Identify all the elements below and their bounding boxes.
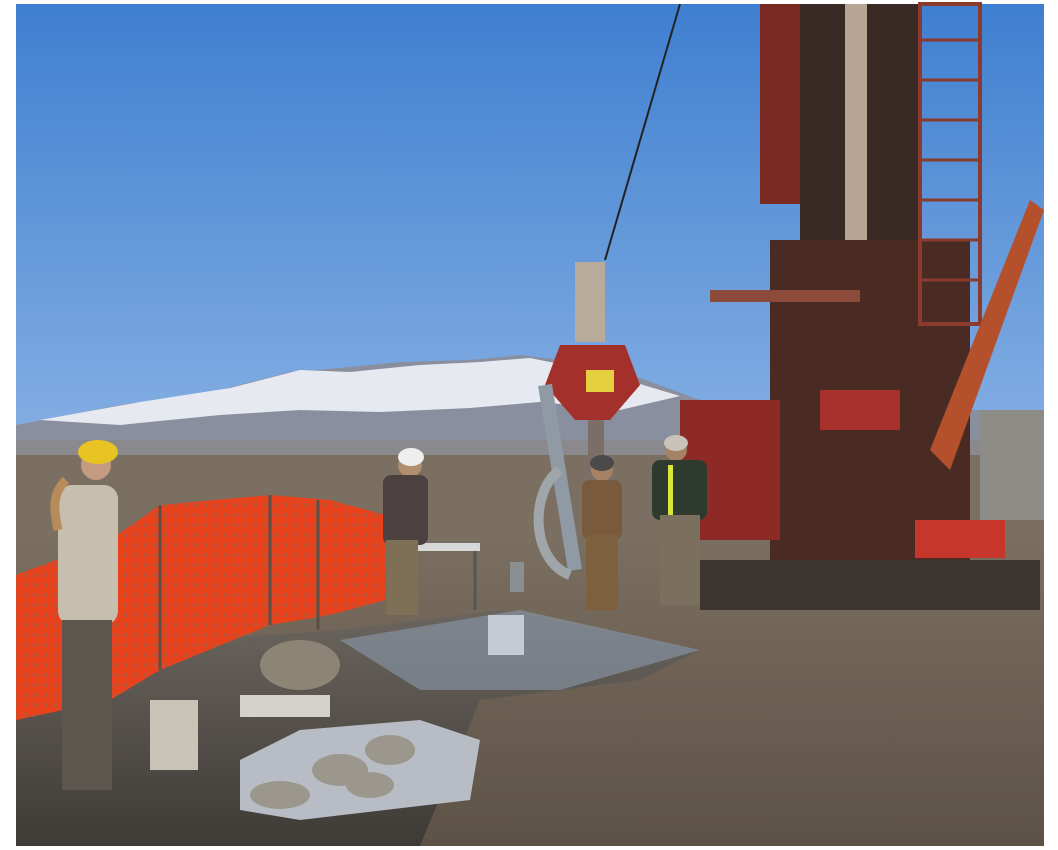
snow bbox=[40, 358, 680, 425]
work-table bbox=[390, 543, 524, 655]
bags bbox=[250, 735, 415, 809]
bucket bbox=[150, 700, 198, 770]
bag bbox=[240, 695, 330, 717]
person bbox=[50, 440, 118, 790]
drill-rig bbox=[680, 2, 1044, 610]
shrub bbox=[260, 640, 340, 690]
fence-posts bbox=[158, 495, 320, 670]
person bbox=[652, 435, 707, 605]
person bbox=[383, 448, 428, 615]
person bbox=[582, 455, 622, 610]
workers bbox=[50, 435, 707, 790]
scene bbox=[16, 2, 1044, 846]
